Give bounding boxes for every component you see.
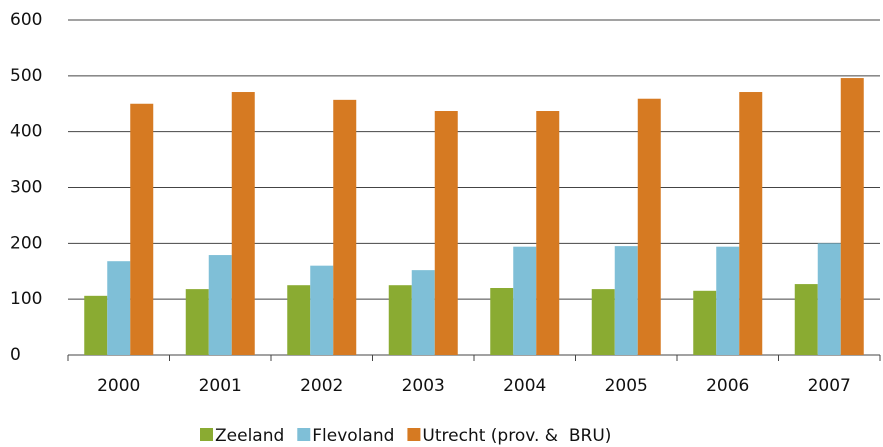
legend-label: Zeeland [215,426,284,446]
legend-swatch [200,428,213,441]
y-tick-label: 600 [10,10,42,30]
bar [185,289,209,355]
bar [693,290,717,355]
bar [716,246,740,355]
x-tick-label: 2003 [402,376,445,396]
x-tick-label: 2004 [503,376,546,396]
x-tick-label: 2000 [97,376,140,396]
bar [794,284,818,355]
y-tick-label: 500 [10,66,42,86]
bar [130,103,154,355]
bar [434,111,458,355]
bar [817,243,841,355]
bar [637,98,661,355]
bar [840,78,864,356]
legend-label: Flevoland [312,426,394,446]
bar [591,289,615,355]
bar [310,265,334,355]
bar [490,288,514,355]
x-tick-label: 2001 [199,376,242,396]
x-tick-label: 2006 [706,376,749,396]
x-tick-label: 2002 [300,376,343,396]
bar [287,285,311,355]
legend-swatch [407,428,421,441]
bar [513,246,537,355]
y-tick-label: 0 [10,345,21,365]
y-tick-label: 100 [10,289,42,309]
x-tick-label: 2007 [808,376,851,396]
bar [107,261,131,355]
y-tick-label: 300 [10,178,42,198]
bar [536,111,560,355]
y-tick-label: 400 [10,122,42,142]
legend-swatch [297,428,311,441]
bar [333,99,357,355]
bar [614,246,638,355]
bar [739,92,763,356]
bar [231,92,255,356]
x-tick-label: 2005 [605,376,648,396]
bar [388,285,412,355]
y-tick-label: 200 [10,233,42,253]
legend-label: Utrecht (prov. & BRU) [422,426,611,446]
bar [411,270,435,355]
bar [84,295,108,355]
bar [208,255,232,355]
